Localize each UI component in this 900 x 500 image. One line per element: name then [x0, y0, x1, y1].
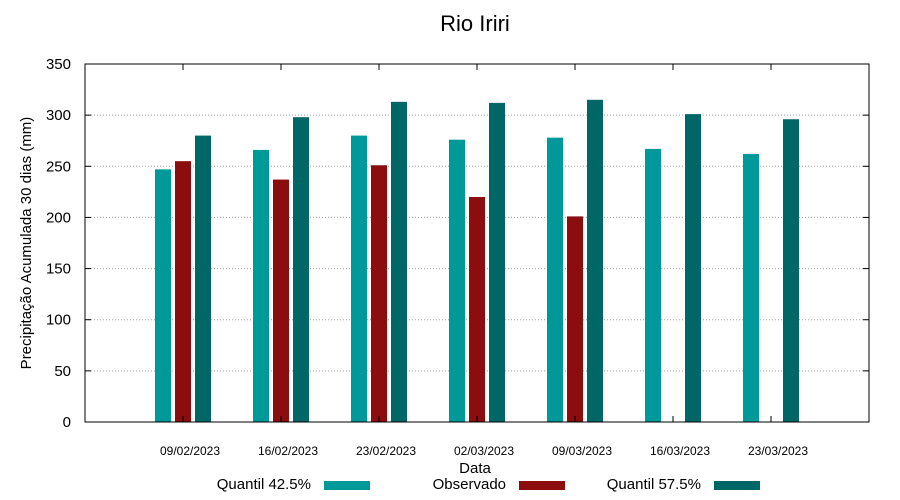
- bar: [489, 102, 505, 423]
- legend-label: Quantil 42.5%: [217, 476, 311, 493]
- x-tick-label: 02/03/2023: [454, 444, 514, 458]
- bar: [273, 179, 289, 422]
- y-tick-label: 150: [46, 261, 71, 278]
- bar: [685, 114, 701, 423]
- legend-swatch: [714, 481, 760, 490]
- y-tick-label: 100: [46, 312, 71, 329]
- x-axis-ticks: 09/02/2023 16/02/2023 23/02/2023 02/03/2023…: [160, 64, 808, 458]
- bar: [371, 165, 387, 422]
- bar: [449, 139, 465, 423]
- y-axis-label: Precipitação Acumulada 30 dias (mm): [18, 117, 35, 370]
- x-tick-label: 16/03/2023: [650, 444, 710, 458]
- legend-label: Observado: [433, 476, 506, 493]
- bar: [567, 216, 583, 422]
- x-tick-label: 09/02/2023: [160, 444, 220, 458]
- y-axis-ticks: 0 50 100 150 200 250 300 350: [46, 56, 869, 431]
- bar: [645, 148, 661, 422]
- legend-label: Quantil 57.5%: [607, 476, 701, 493]
- x-tick-label: 09/03/2023: [552, 444, 612, 458]
- x-tick-label: 16/02/2023: [258, 444, 318, 458]
- bars: [155, 99, 799, 423]
- bar: [587, 99, 603, 423]
- y-tick-label: 350: [46, 56, 71, 73]
- legend-swatch: [519, 481, 565, 490]
- bar: [351, 135, 367, 422]
- y-tick-label: 250: [46, 158, 71, 175]
- bar: [391, 101, 407, 423]
- bar: [155, 169, 171, 422]
- legend: Quantil 42.5% Observado Quantil 57.5%: [217, 476, 760, 493]
- bar: [175, 161, 191, 422]
- bar: [195, 135, 211, 422]
- x-tick-label: 23/03/2023: [748, 444, 808, 458]
- legend-swatch: [324, 481, 370, 490]
- bar: [253, 149, 269, 423]
- y-tick-label: 300: [46, 107, 71, 124]
- bar: [547, 137, 563, 422]
- bar: [783, 119, 799, 422]
- y-tick-label: 0: [63, 414, 71, 431]
- x-tick-label: 23/02/2023: [356, 444, 416, 458]
- x-axis-label: Data: [459, 460, 491, 477]
- bar: [743, 154, 759, 423]
- bar: [293, 117, 309, 422]
- y-tick-label: 200: [46, 209, 71, 226]
- bar: [469, 196, 485, 422]
- y-tick-label: 50: [54, 363, 71, 380]
- chart-title: Rio Iriri: [440, 11, 510, 36]
